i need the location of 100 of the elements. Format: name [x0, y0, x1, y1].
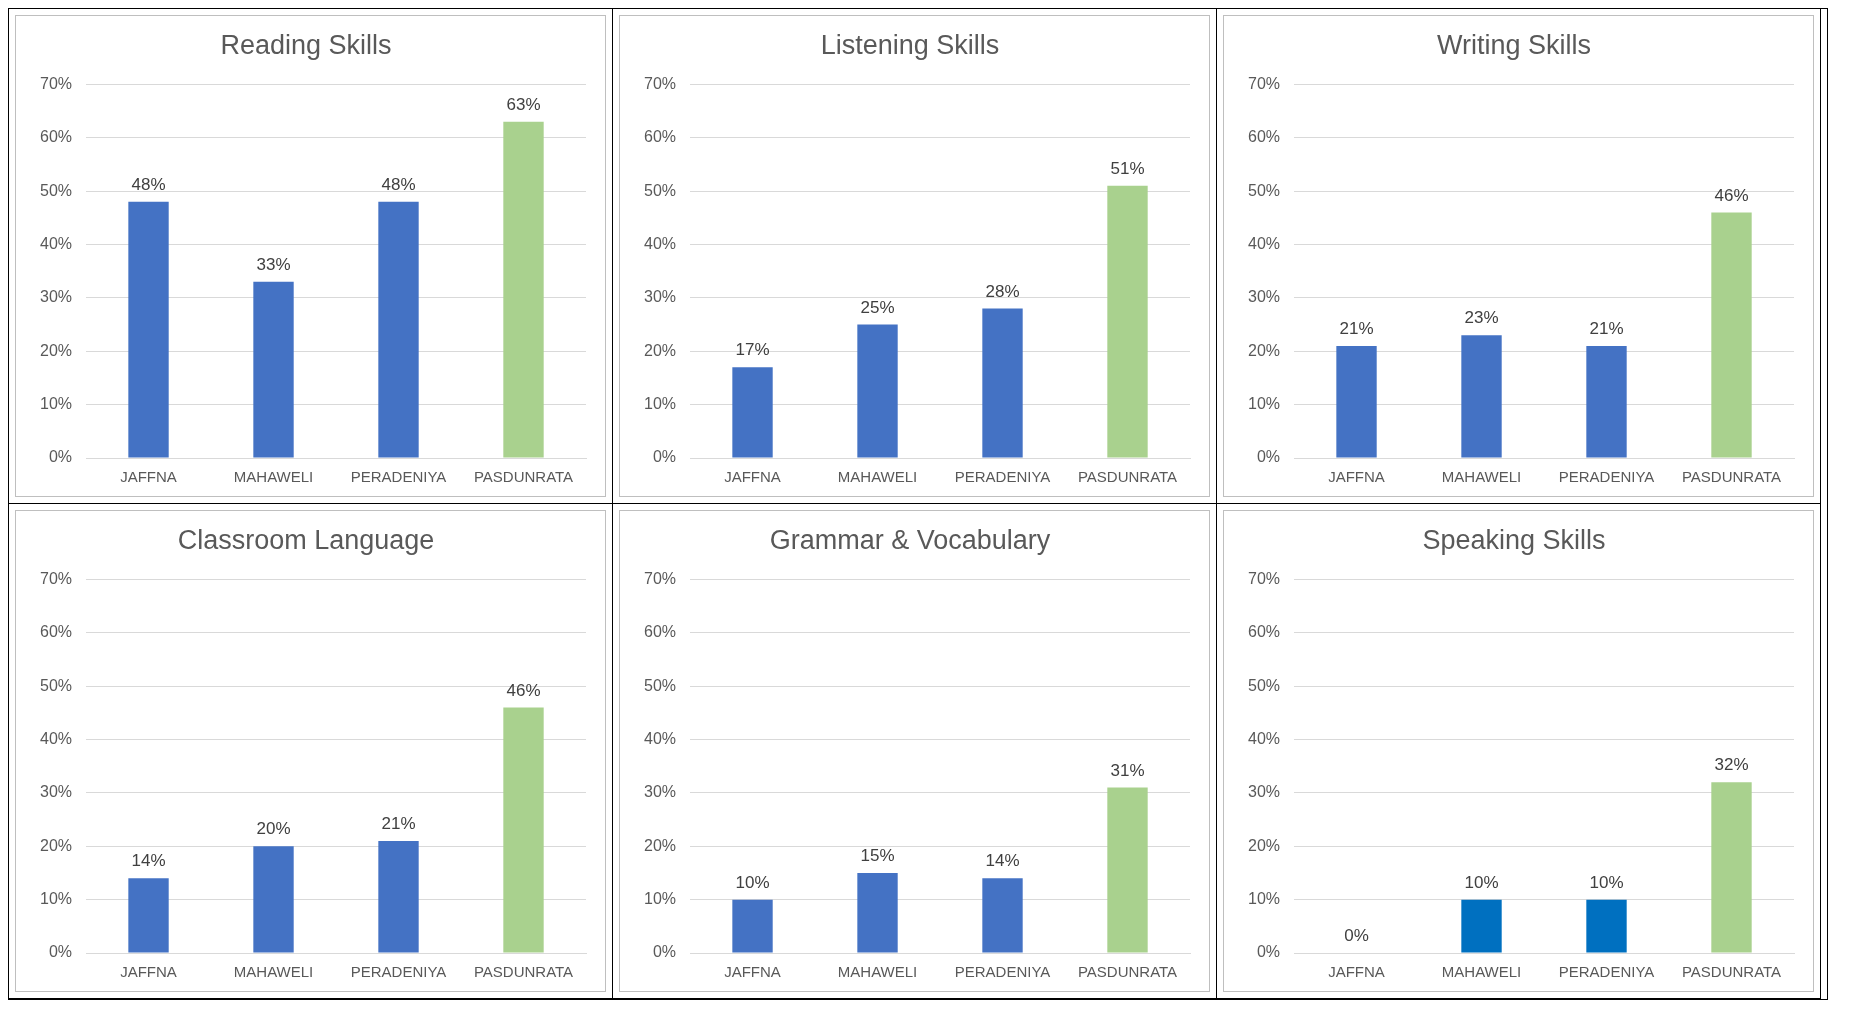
y-tick-label: 30%: [1247, 783, 1281, 801]
data-label: 20%: [256, 819, 291, 839]
x-tick-label: MAHAWELI: [233, 963, 314, 981]
data-label: 51%: [1110, 158, 1145, 178]
data-label: 23%: [1464, 308, 1499, 328]
y-tick-label: 70%: [643, 74, 677, 92]
x-tick-label: MAHAWELI: [837, 963, 918, 981]
x-tick-label: JAFFNA: [120, 468, 177, 486]
y-tick-label: 40%: [39, 729, 73, 747]
y-tick-label: 40%: [643, 729, 677, 747]
y-tick-label: 70%: [39, 74, 73, 92]
y-tick-label: 50%: [39, 181, 73, 199]
data-label: 48%: [381, 175, 416, 194]
y-tick-label: 30%: [39, 783, 73, 801]
data-label: 28%: [985, 281, 1020, 301]
data-label: 0%: [1344, 926, 1369, 946]
y-tick-label: 0%: [1256, 943, 1281, 961]
y-tick-label: 60%: [39, 128, 73, 146]
data-label: 48%: [131, 175, 166, 194]
y-tick-label: 20%: [1247, 836, 1281, 854]
x-tick-label: PERADENIYA: [350, 963, 447, 981]
y-tick-label: 40%: [39, 234, 73, 252]
bar: [253, 281, 294, 458]
x-tick-label: PASDUNRATA: [1077, 468, 1178, 486]
y-tick-label: 0%: [652, 448, 677, 466]
y-tick-label: 40%: [1247, 234, 1281, 252]
data-label: 46%: [506, 680, 541, 700]
bar: [503, 121, 544, 458]
data-label: 21%: [1589, 319, 1624, 339]
y-tick-label: 30%: [643, 288, 677, 306]
bar: [732, 367, 773, 458]
y-tick-label: 10%: [1247, 395, 1281, 413]
y-tick-label: 60%: [1247, 128, 1281, 146]
y-tick-label: 30%: [39, 288, 73, 306]
data-label: 25%: [860, 297, 895, 317]
x-tick-label: JAFFNA: [1328, 963, 1385, 981]
y-tick-label: 60%: [39, 623, 73, 641]
chart-title: Listening Skills: [820, 29, 1000, 60]
y-tick-label: 50%: [643, 181, 677, 199]
x-tick-label: PASDUNRATA: [1681, 963, 1782, 981]
bar: [253, 846, 294, 953]
data-label: 46%: [1714, 185, 1749, 205]
chart-title: Grammar & Vocabulary: [769, 524, 1051, 555]
y-tick-label: 50%: [1247, 181, 1281, 199]
data-label: 32%: [1714, 755, 1749, 775]
data-label: 14%: [985, 851, 1020, 871]
x-tick-label: PERADENIYA: [954, 468, 1051, 486]
y-tick-label: 10%: [1247, 890, 1281, 908]
y-tick-label: 50%: [643, 676, 677, 694]
y-tick-label: 40%: [643, 234, 677, 252]
data-label: 10%: [1464, 872, 1499, 892]
x-tick-label: PERADENIYA: [1558, 468, 1655, 486]
y-tick-label: 10%: [643, 395, 677, 413]
bar: [503, 707, 544, 953]
data-label: 10%: [1589, 872, 1624, 892]
bar: [1461, 335, 1502, 458]
y-tick-label: 0%: [48, 448, 73, 466]
data-label: 31%: [1110, 760, 1145, 780]
data-label: 21%: [381, 814, 416, 834]
data-label: 21%: [1339, 319, 1374, 339]
x-tick-label: MAHAWELI: [1441, 468, 1522, 486]
x-tick-label: MAHAWELI: [837, 468, 918, 486]
x-tick-label: PASDUNRATA: [1077, 963, 1178, 981]
x-tick-label: JAFFNA: [724, 963, 781, 981]
data-label: 14%: [131, 851, 166, 871]
y-tick-label: 40%: [1247, 729, 1281, 747]
bar: [857, 872, 898, 953]
chart-title: Speaking Skills: [1422, 524, 1606, 555]
bar: [1586, 345, 1627, 458]
chart-title: Classroom Language: [177, 524, 435, 555]
y-tick-label: 20%: [643, 836, 677, 854]
y-tick-label: 20%: [1247, 341, 1281, 359]
data-label: 10%: [735, 872, 770, 892]
y-tick-label: 70%: [643, 569, 677, 587]
y-tick-label: 20%: [643, 341, 677, 359]
bar: [378, 840, 419, 953]
y-tick-label: 0%: [48, 943, 73, 961]
data-label: 33%: [256, 255, 291, 275]
chart-title: Reading Skills: [220, 29, 392, 60]
bar: [1107, 185, 1148, 458]
bar: [1711, 212, 1752, 458]
bar: [378, 201, 419, 458]
x-tick-label: PERADENIYA: [954, 963, 1051, 981]
bar: [128, 201, 169, 458]
bar: [1336, 345, 1377, 458]
x-tick-label: PERADENIYA: [1558, 963, 1655, 981]
y-tick-label: 30%: [1247, 288, 1281, 306]
data-label: 63%: [506, 94, 541, 114]
bar: [982, 878, 1023, 953]
chart-title: Writing Skills: [1436, 29, 1592, 60]
y-tick-label: 30%: [643, 783, 677, 801]
y-tick-label: 20%: [39, 836, 73, 854]
x-tick-label: JAFFNA: [724, 468, 781, 486]
x-tick-label: PASDUNRATA: [473, 468, 574, 486]
x-tick-label: PERADENIYA: [350, 468, 447, 486]
y-tick-label: 60%: [643, 623, 677, 641]
x-tick-label: PASDUNRATA: [1681, 468, 1782, 486]
y-tick-label: 0%: [1256, 448, 1281, 466]
data-label: 15%: [860, 846, 895, 866]
x-tick-label: JAFFNA: [120, 963, 177, 981]
